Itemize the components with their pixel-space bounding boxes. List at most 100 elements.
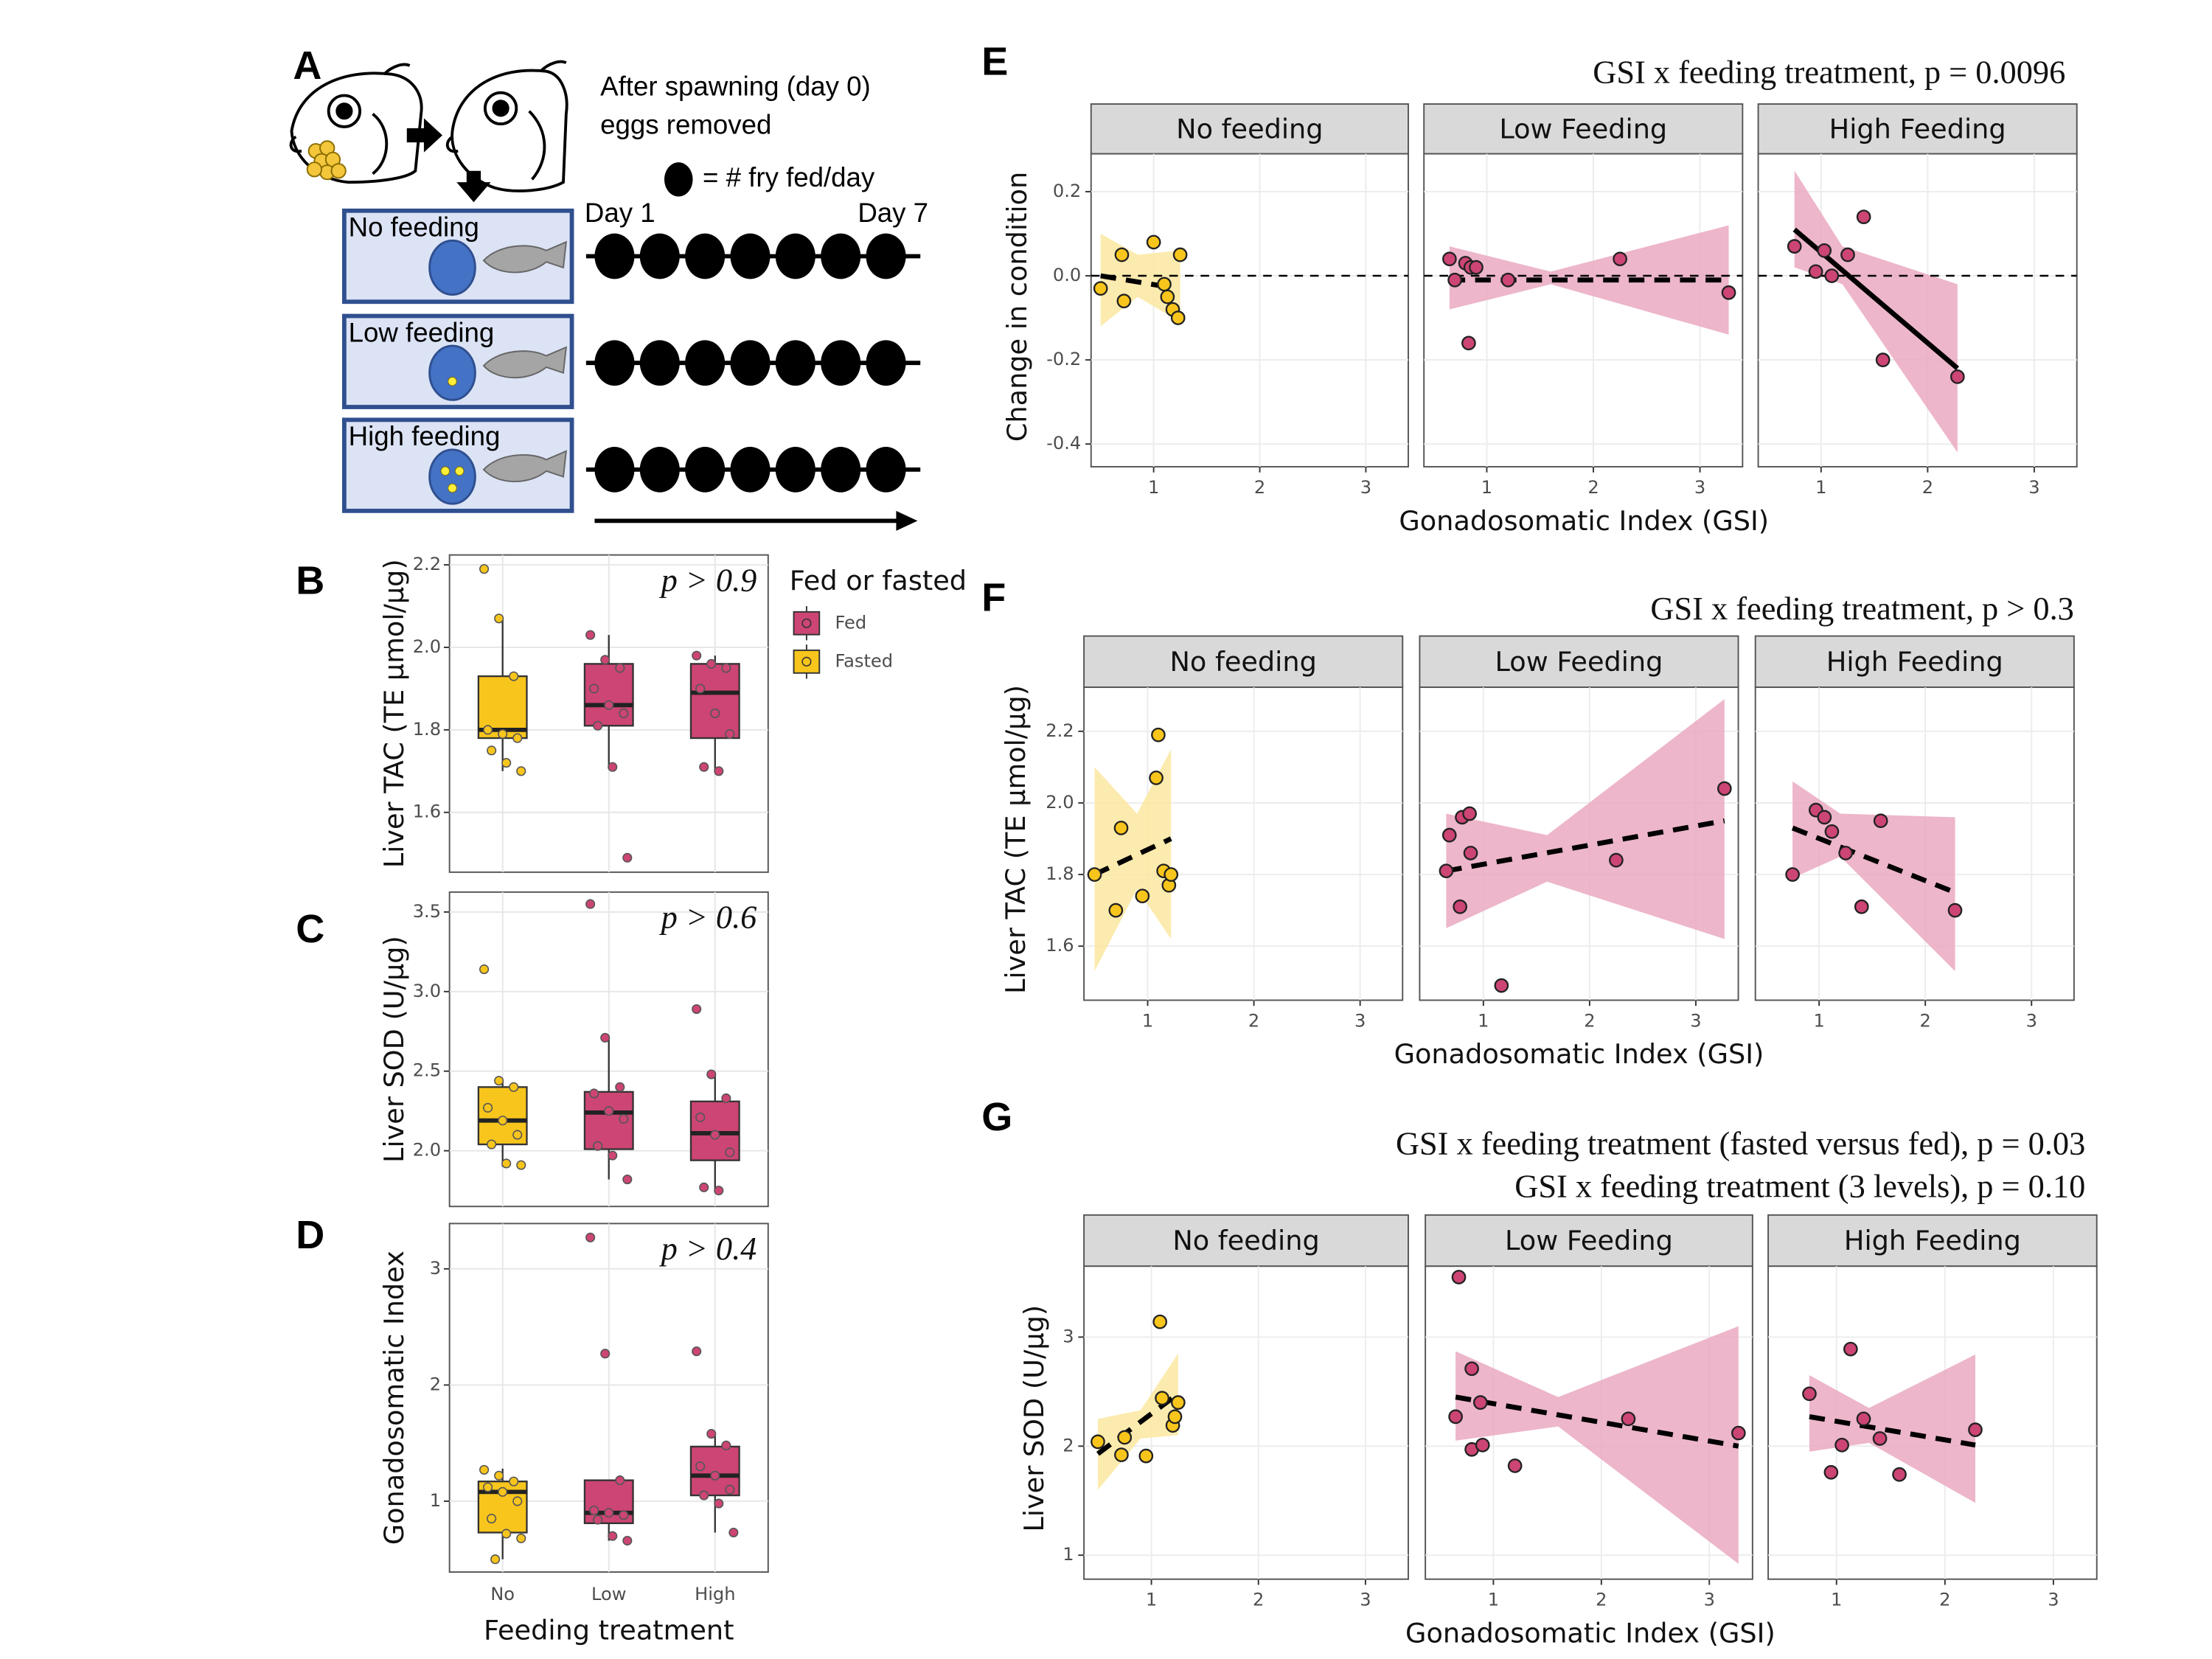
strip <box>1757 103 2078 155</box>
strip-label: High Feeding <box>1844 1225 2021 1256</box>
x-tick-label: 3 <box>1360 1590 1371 1610</box>
point <box>692 650 702 661</box>
point <box>714 1498 724 1509</box>
day-circle <box>821 340 861 386</box>
y-axis-label: Liver TAC (TE µmol/µg) <box>378 559 410 868</box>
point <box>1152 1314 1168 1329</box>
fry-count: 1 <box>607 347 622 378</box>
fry-count: 3 <box>653 454 667 484</box>
y-tick-label: 2.2 <box>1046 720 1074 741</box>
point <box>589 684 599 694</box>
day-circle <box>594 447 635 493</box>
x-tick-label: 1 <box>1146 1590 1157 1610</box>
fry-count: 0 <box>878 240 893 271</box>
point <box>1441 827 1457 843</box>
point <box>1155 1391 1169 1406</box>
point <box>589 1088 599 1099</box>
day-circle <box>685 233 726 279</box>
strip-label: Low Feeding <box>1499 113 1667 145</box>
point <box>1500 272 1516 288</box>
point <box>498 728 508 740</box>
point <box>695 684 706 694</box>
day-circle <box>639 447 680 493</box>
point <box>608 762 618 772</box>
y-tick-label: 1 <box>430 1490 441 1511</box>
point <box>1856 209 1871 225</box>
point <box>1731 1425 1746 1441</box>
panel-label: B <box>296 559 324 603</box>
day-circle <box>775 233 815 279</box>
plate <box>428 344 476 401</box>
legend-dot <box>801 656 812 667</box>
chart-title: GSI x feeding treatment, p > 0.3 <box>1650 590 2073 627</box>
point <box>721 1093 731 1104</box>
point <box>501 1158 512 1169</box>
point <box>1447 272 1462 288</box>
point <box>1475 1437 1490 1453</box>
treatment-name: High feeding <box>349 421 501 451</box>
fish-eye <box>327 94 362 128</box>
point <box>1838 846 1853 860</box>
point <box>710 1130 720 1140</box>
point <box>604 700 614 710</box>
fry-count: 3 <box>878 454 893 484</box>
fish-pupil <box>492 100 509 117</box>
chart-title: GSI x feeding treatment, p = 0.0096 <box>1593 54 2065 91</box>
point <box>725 1484 735 1495</box>
point <box>589 1506 599 1516</box>
point <box>516 1533 526 1543</box>
y-tick-label: 0.2 <box>1053 181 1081 201</box>
point <box>710 708 720 719</box>
fish-icon <box>482 240 567 274</box>
y-tick-label: 3.5 <box>413 901 441 922</box>
point <box>600 1349 611 1359</box>
point <box>1462 806 1477 821</box>
y-tick-label: 2.0 <box>1046 792 1074 813</box>
key-text: = # fry fed/day <box>703 162 875 192</box>
point <box>1817 810 1832 825</box>
fry-count: 1 <box>698 347 712 378</box>
point <box>1172 247 1188 262</box>
day-circle <box>866 447 906 493</box>
point <box>1439 863 1454 879</box>
point <box>1834 1437 1849 1453</box>
y-axis-label: Liver SOD (U/µg) <box>378 936 410 1163</box>
y-axis-label: Change in condition <box>1001 172 1033 442</box>
day-circle <box>639 233 680 279</box>
fry-dot <box>440 466 451 476</box>
fry-count: 1 <box>653 347 667 378</box>
x-tick-label: 3 <box>1354 1010 1366 1031</box>
x-tick-label: 3 <box>2028 477 2039 498</box>
fry-count: 0 <box>788 240 803 271</box>
fry-count: 1 <box>878 347 893 378</box>
point <box>1461 335 1476 351</box>
y-tick-label: 1.8 <box>413 719 441 740</box>
point <box>1621 1411 1636 1427</box>
point <box>593 720 603 731</box>
point <box>600 655 611 665</box>
point <box>706 658 717 669</box>
point <box>479 964 490 975</box>
fry-dot <box>454 466 465 476</box>
fish-fin <box>539 60 567 73</box>
x-axis-label: Feeding treatment <box>484 1615 734 1646</box>
point <box>483 725 493 735</box>
point <box>1157 276 1172 292</box>
y-tick-label: 1.8 <box>1046 863 1074 884</box>
fry-count: 0 <box>742 240 757 271</box>
day-circle <box>594 233 635 279</box>
point <box>1160 289 1175 305</box>
day-end: Day 7 <box>858 198 928 228</box>
treatment-name: Low feeding <box>349 317 495 347</box>
point <box>1840 247 1855 262</box>
legend-dot <box>801 618 812 628</box>
confidence-band <box>1446 699 1725 939</box>
point <box>1113 821 1129 835</box>
strip-label: No feeding <box>1176 113 1323 145</box>
y-tick-label: 2.2 <box>413 554 441 574</box>
point <box>1135 888 1150 904</box>
point <box>692 1004 702 1015</box>
point <box>1721 285 1736 300</box>
fry-count: 0 <box>698 240 712 271</box>
point <box>721 1440 731 1450</box>
